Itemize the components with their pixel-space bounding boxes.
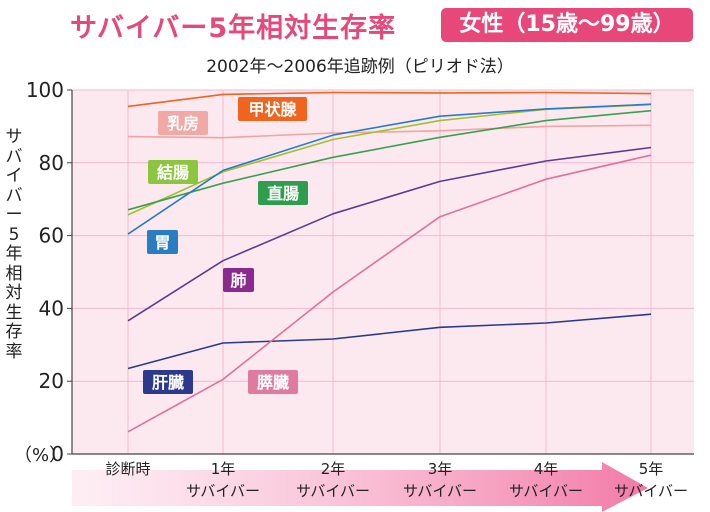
population-badge: 女性（15歳〜99歳） xyxy=(441,8,693,42)
x-tick-label: 診断時 xyxy=(105,460,150,478)
series-label: 胃 xyxy=(154,233,170,252)
series-tag: 乳房 xyxy=(158,111,208,135)
series-line xyxy=(127,109,652,211)
series-tag-background xyxy=(148,160,198,184)
series-tag-background xyxy=(143,370,193,394)
series-tag: 胃 xyxy=(147,230,178,254)
series-tag: 甲状腺 xyxy=(238,97,307,121)
series-tag-background xyxy=(147,230,178,254)
x-tick-sublabel: サバイバー xyxy=(296,482,370,500)
series-line xyxy=(127,91,652,108)
series-tag: 膵臓 xyxy=(248,370,298,394)
y-tick-label: 40 xyxy=(39,296,64,320)
y-tick-label: 0 xyxy=(51,442,64,466)
y-tick-label: 80 xyxy=(39,151,64,175)
x-tick-label: 1年 xyxy=(211,460,236,478)
series-tag-background xyxy=(238,97,307,121)
series-tag: 肝臓 xyxy=(143,370,193,394)
series-line xyxy=(127,103,652,235)
x-tick-sublabel: サバイバー xyxy=(403,482,477,500)
series-label: 肝臓 xyxy=(152,373,184,392)
series-label: 肺 xyxy=(230,271,246,290)
series-line xyxy=(127,124,652,139)
y-unit-label: （%） xyxy=(14,445,67,466)
series-tag-background xyxy=(258,181,308,205)
series-label: 膵臓 xyxy=(257,373,289,392)
plot-area-background xyxy=(72,90,694,454)
series-tag: 結腸 xyxy=(148,160,198,184)
series-line xyxy=(127,146,652,322)
series-tag-background xyxy=(158,111,208,135)
x-tick-label: 3年 xyxy=(428,460,453,478)
series-label: 甲状腺 xyxy=(248,100,297,119)
progress-arrow xyxy=(72,462,648,512)
x-tick-sublabel: サバイバー xyxy=(186,482,260,500)
y-axis-label: サバイバー5年相対生存率 xyxy=(5,127,23,362)
series-line xyxy=(127,154,652,433)
y-tick-label: 60 xyxy=(39,224,64,248)
series-label: 乳房 xyxy=(167,114,199,133)
series-line xyxy=(127,313,652,370)
series-tag: 直腸 xyxy=(258,181,308,205)
x-tick-sublabel: サバイバー xyxy=(509,482,583,500)
chart-title: サバイバー5年相対生存率 xyxy=(70,13,397,44)
x-tick-label: 2年 xyxy=(321,460,346,478)
y-tick-label: 100 xyxy=(26,78,64,102)
series-tag-background xyxy=(223,268,254,292)
x-tick-sublabel: サバイバー xyxy=(614,482,688,500)
y-tick-label: 20 xyxy=(39,369,64,393)
chart-subtitle: 2002年〜2006年追跡例（ピリオド法） xyxy=(206,57,514,77)
series-tag-background xyxy=(248,370,298,394)
series-label: 直腸 xyxy=(267,184,299,203)
x-tick-label: 5年 xyxy=(639,460,664,478)
series-label: 結腸 xyxy=(157,163,189,182)
x-tick-label: 4年 xyxy=(534,460,559,478)
series-tag: 肺 xyxy=(223,268,254,292)
